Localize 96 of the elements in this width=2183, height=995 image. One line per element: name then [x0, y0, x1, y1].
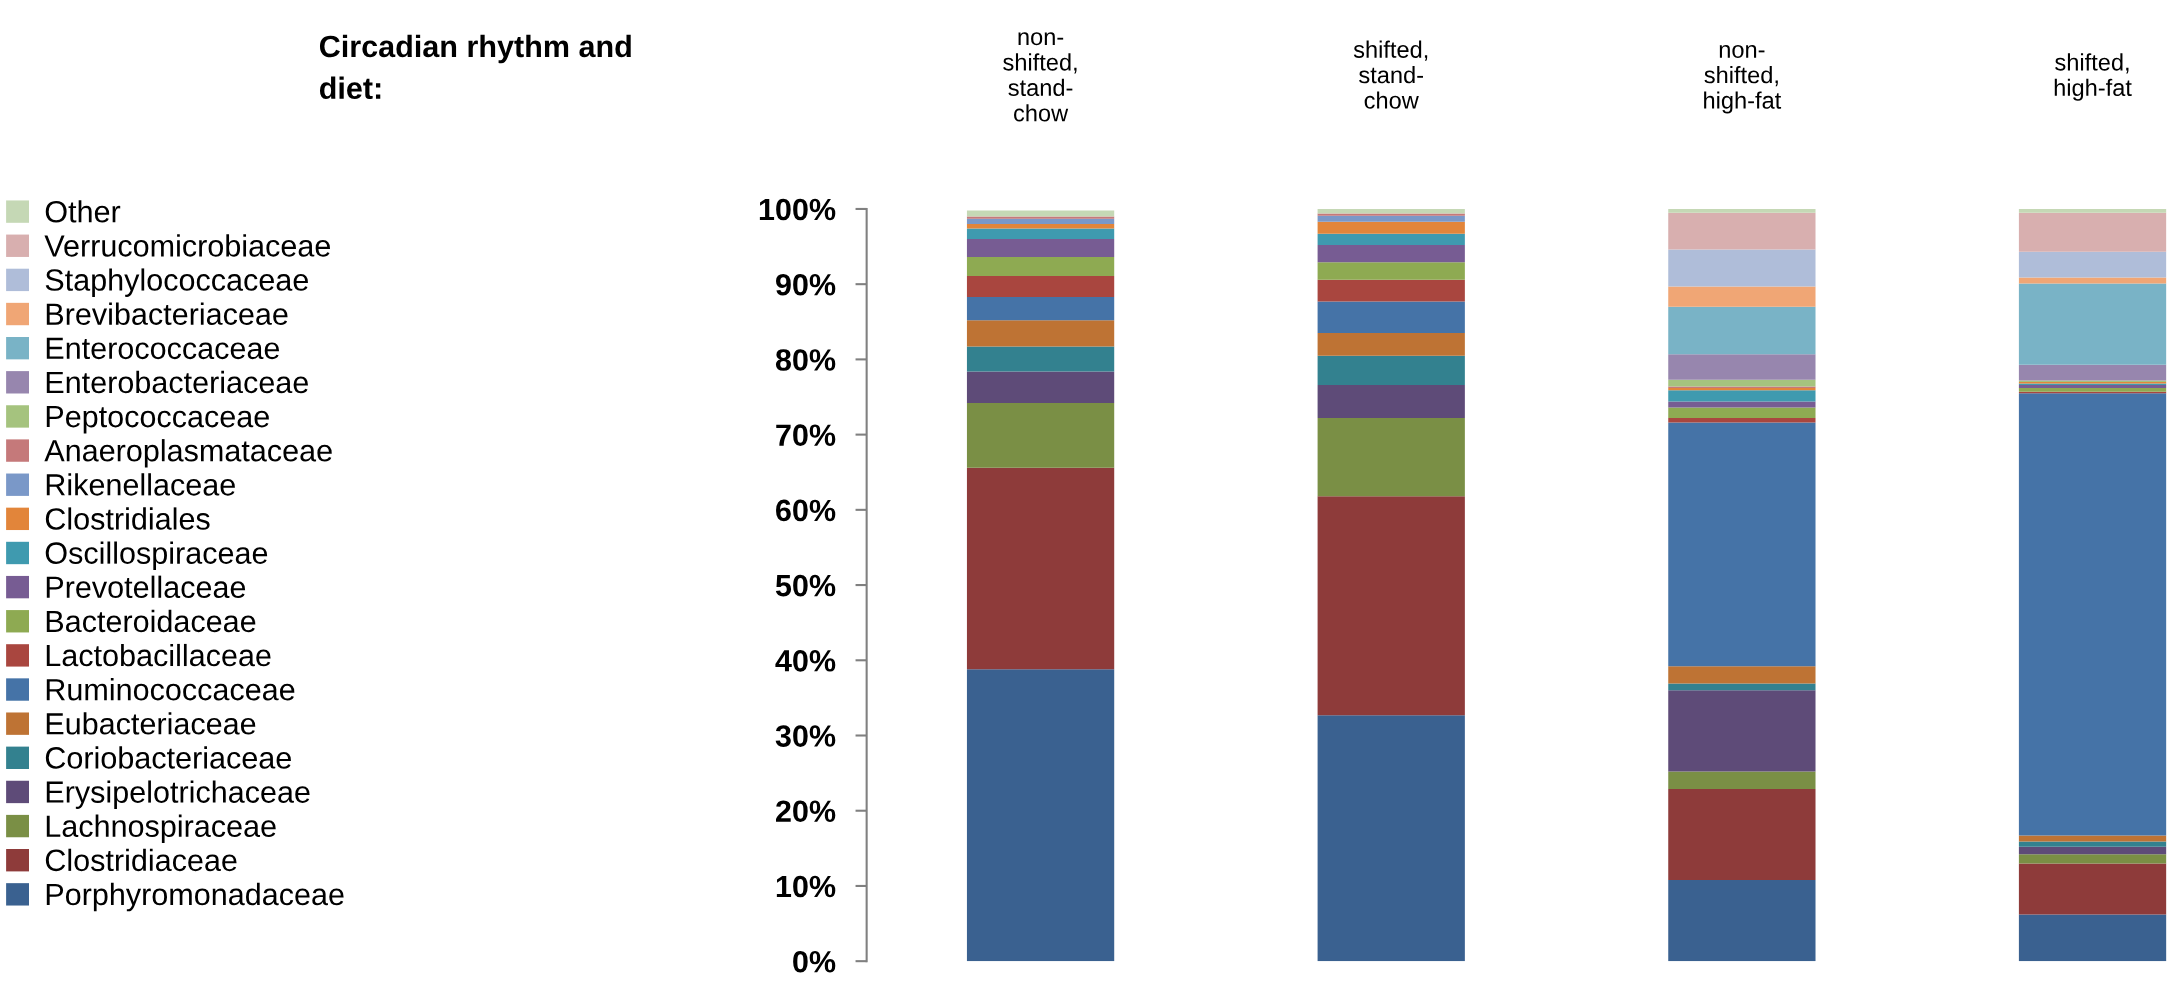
bar: [966, 296, 1115, 321]
bar: [2018, 208, 2167, 213]
bar: [2018, 835, 2167, 842]
bar: [1668, 208, 1816, 213]
x-tick-label: shifted, high-fat: [2054, 53, 2132, 101]
legend-label: Lachnospiraceae: [46, 814, 276, 844]
bar: [1317, 301, 1465, 334]
legend-label: Clostridiales: [45, 507, 210, 530]
bar: [1668, 354, 1816, 380]
legend-label: Peptococcaceae: [46, 406, 269, 434]
bar: [966, 320, 1115, 347]
bar: [1668, 407, 1816, 419]
bar: [2018, 364, 2167, 381]
legend-label: Rikenellaceae: [46, 473, 235, 496]
legend-label: Prevotellaceae: [46, 575, 246, 599]
bar: [1317, 418, 1465, 497]
y-tick-label: 20%: [776, 800, 836, 823]
bar: [1317, 221, 1465, 234]
y-tick-label: 60%: [776, 499, 836, 522]
y-tick-label: 10%: [776, 875, 836, 898]
bar: [2018, 854, 2167, 864]
bar: [1317, 262, 1465, 280]
y-tick-label: 70%: [776, 424, 836, 446]
text: Circadian rhythm and diet:: [319, 34, 631, 100]
bar: [2018, 387, 2167, 392]
bar: [1668, 401, 1816, 408]
legend-label: Clostridiaceae: [45, 848, 237, 872]
bar: [966, 669, 1115, 962]
bar: [2018, 846, 2167, 855]
bar: [1317, 496, 1465, 716]
legend-label: Staphylococcaceae: [45, 268, 308, 297]
bar: [1668, 788, 1816, 880]
bar: [966, 218, 1115, 224]
bar: [966, 346, 1115, 372]
x-tick-label: shifted, stand- chow: [1353, 40, 1428, 109]
x-tick-label: non- shifted, stand- chow: [1003, 32, 1077, 122]
legend-label: Enterococcaceae: [46, 337, 280, 360]
bar: [1317, 715, 1465, 962]
legend-label: Lactobacillaceae: [46, 643, 271, 667]
bar: [2018, 283, 2167, 365]
legend-label: Ruminococcaceae: [46, 678, 295, 701]
bar: [2018, 393, 2167, 836]
bar: [966, 239, 1115, 258]
bar: [1317, 245, 1465, 263]
bar: [1668, 286, 1816, 307]
legend-label: Verrucomicrobiaceae: [44, 234, 330, 257]
bar: [966, 228, 1115, 240]
bar: [1668, 249, 1816, 287]
legend-label: Coriobacteriaceae: [45, 746, 291, 769]
bar: [2018, 841, 2167, 847]
bar: [966, 210, 1115, 217]
bar: [2018, 277, 2167, 284]
bar: [1317, 384, 1465, 419]
bar: [1668, 422, 1816, 667]
bar: [1668, 771, 1816, 789]
legend-label: Enterobacteriaceae: [46, 370, 308, 394]
bar: [966, 257, 1115, 276]
bar: [2018, 863, 2167, 915]
bar: [966, 467, 1115, 670]
bar: [1668, 879, 1816, 962]
bar: [1668, 690, 1816, 772]
legend-label: Porphyromonadaceae: [46, 882, 344, 912]
y-tick-label: 100%: [759, 198, 836, 221]
y-tick-label: 30%: [775, 725, 836, 747]
bar: [2018, 251, 2167, 278]
y-tick-label: 80%: [775, 349, 836, 371]
bar: [1317, 333, 1465, 356]
legend-label: Eubacteriaceae: [46, 712, 256, 735]
bar: [1317, 355, 1465, 385]
bar: [966, 275, 1115, 297]
bar: [966, 216, 1115, 219]
bar: [1317, 279, 1465, 302]
y-tick-label: 0%: [793, 950, 836, 973]
bar: [1668, 212, 1816, 250]
x-tick-label: non- shifted, high-fat: [1704, 44, 1782, 114]
bar: [1668, 418, 1816, 423]
bar: [1668, 390, 1816, 402]
legend-label: Oscillospiraceae: [45, 541, 268, 570]
y-tick-label: 50%: [775, 574, 836, 597]
bar: [966, 403, 1115, 468]
bar: [1317, 233, 1465, 246]
legend-label: Bacteroidaceae: [46, 609, 256, 633]
y-tick-label: 40%: [775, 650, 836, 672]
legend-label: Erysipelotrichaceae: [46, 780, 310, 809]
y-tick-label: 90%: [776, 273, 836, 296]
bar: [2018, 914, 2167, 962]
bar: [1317, 215, 1465, 222]
bar: [966, 223, 1115, 229]
bar: [1317, 213, 1465, 216]
bar: [2018, 212, 2167, 252]
bar: [1668, 306, 1816, 355]
bar: [966, 371, 1115, 404]
legend-label: Anaeroplasmataceae: [44, 439, 332, 468]
bar: [1668, 666, 1816, 684]
legend-label: Other: [45, 200, 121, 223]
legend-label: Brevibacteriaceae: [46, 302, 288, 325]
